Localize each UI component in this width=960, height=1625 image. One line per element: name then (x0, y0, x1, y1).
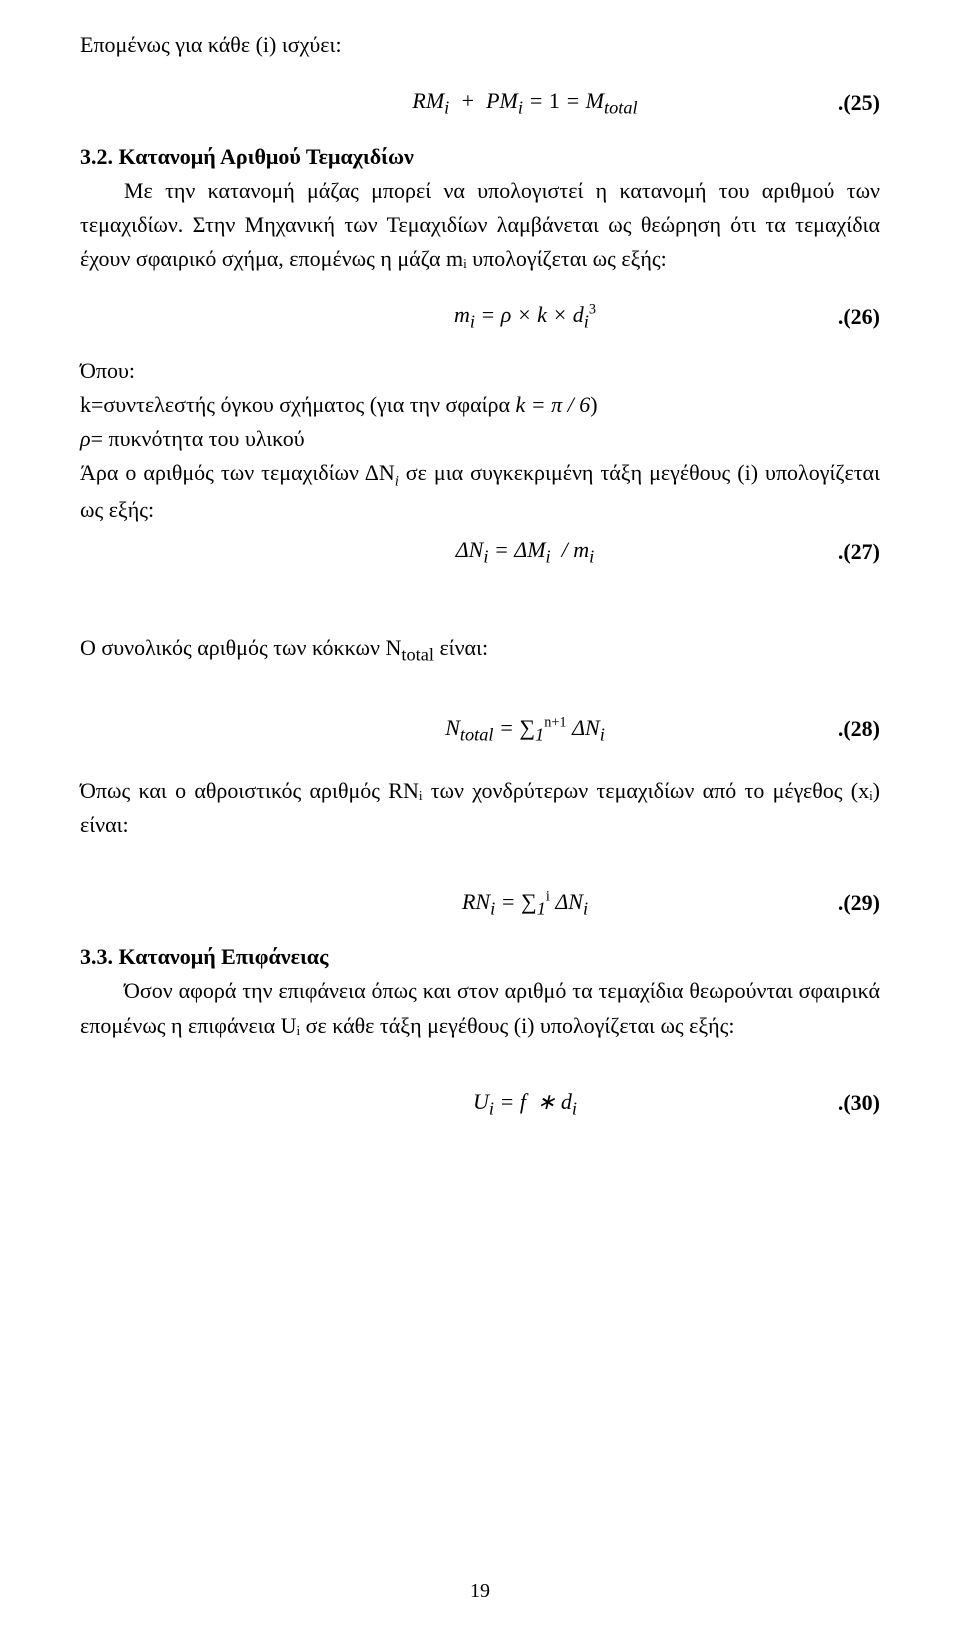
eq28-number: .(28) (770, 712, 880, 746)
eq29-number: .(29) (770, 886, 880, 920)
section-3-3-heading: 3.3. Κατανομή Επιφάνειας (80, 940, 880, 974)
rho-definition-line: ρ= πυκνότητα του υλικού (80, 422, 880, 456)
eq30-number: .(30) (770, 1086, 880, 1120)
intro-line: Επομένως για κάθε (i) ισχύει: (80, 28, 880, 62)
equation-27: ΔNi = ΔMi / mi .(27) (80, 533, 880, 571)
rho-symbol: ρ (80, 426, 91, 451)
k-def-math: k = π / 6 (516, 392, 591, 417)
k-def-post: ) (590, 392, 597, 417)
eq26-number: .(26) (770, 300, 880, 334)
section-3-2-para: Με την κατανομή μάζας μπορεί να υπολογισ… (80, 174, 880, 276)
rho-def-post: = πυκνότητα του υλικού (91, 426, 305, 451)
eq29-formula: RNi = ∑1i ΔNi (280, 885, 770, 923)
equation-30: Ui = f ∗ di .(30) (80, 1085, 880, 1123)
eq27-formula: ΔNi = ΔMi / mi (280, 533, 770, 571)
para-delta-n-a: Άρα ο αριθμός των τεμαχιδίων ΔΝ (80, 460, 395, 485)
opou-label: Όπου: (80, 354, 880, 388)
eq30-formula: Ui = f ∗ di (280, 1085, 770, 1123)
eq25-number: .(25) (770, 86, 880, 120)
k-def-pre: k=συντελεστής όγκου σχήματος (για την σφ… (80, 392, 516, 417)
para-ntotal: Ο συνολικός αριθμός των κόκκων Ntotal εί… (80, 631, 880, 669)
equation-28: Ntotal = ∑1n+1 ΔNi .(28) (80, 711, 880, 749)
section-3-3-para: Όσον αφορά την επιφάνεια όπως και στον α… (80, 974, 880, 1042)
eq27-number: .(27) (770, 535, 880, 569)
eq26-formula: mi = ρ × k × di3 (280, 298, 770, 336)
page-number: 19 (0, 1576, 960, 1607)
eq25-formula: RMi + PMi = 1 = Mtotal (280, 84, 770, 122)
para-delta-n: Άρα ο αριθμός των τεμαχιδίων ΔΝi σε μια … (80, 456, 880, 527)
equation-29: RNi = ∑1i ΔNi .(29) (80, 885, 880, 923)
k-definition-line: k=συντελεστής όγκου σχήματος (για την σφ… (80, 388, 880, 422)
eq28-formula: Ntotal = ∑1n+1 ΔNi (280, 711, 770, 749)
equation-26: mi = ρ × k × di3 .(26) (80, 298, 880, 336)
section-3-2-heading: 3.2. Κατανομή Αριθμού Τεμαχιδίων (80, 140, 880, 174)
equation-25: RMi + PMi = 1 = Mtotal .(25) (80, 84, 880, 122)
para-rn: Όπως και ο αθροιστικός αριθμός RNᵢ των χ… (80, 774, 880, 842)
